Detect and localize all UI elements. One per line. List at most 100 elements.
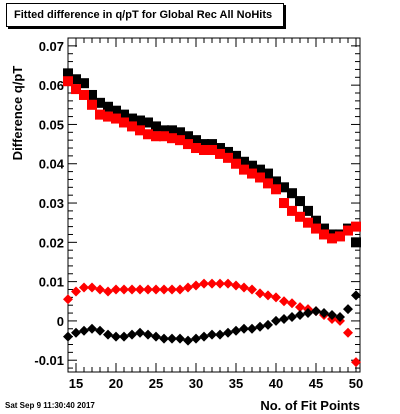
series-2: [63, 278, 361, 368]
data-point-diamond: [183, 335, 193, 346]
data-point-diamond: [63, 294, 73, 305]
data-point-square: [151, 121, 161, 132]
data-point-diamond: [119, 331, 129, 342]
data-point-square: [199, 139, 209, 150]
series-3: [63, 290, 361, 346]
data-point-square: [239, 164, 249, 175]
data-point-diamond: [255, 321, 265, 332]
data-point-diamond: [199, 278, 209, 289]
data-point-square: [127, 113, 137, 124]
data-point-diamond: [63, 331, 73, 342]
data-point-diamond: [127, 284, 137, 295]
data-point-square: [63, 68, 73, 79]
data-point-square: [311, 215, 321, 226]
data-point-square: [79, 78, 89, 89]
plot-frame: [67, 37, 361, 373]
x-tick-label: 30: [189, 376, 203, 391]
data-point-diamond: [151, 331, 161, 342]
data-point-square: [71, 84, 81, 95]
data-point-diamond: [295, 310, 305, 321]
data-point-square: [319, 229, 329, 240]
x-tick-label: 50: [349, 376, 363, 391]
data-point-diamond: [191, 280, 201, 291]
data-point-diamond: [79, 282, 89, 293]
y-tick-label: 0.04: [39, 157, 65, 172]
data-point-square: [135, 115, 145, 126]
data-point-diamond: [239, 323, 249, 334]
data-point-square: [303, 217, 313, 228]
data-point-square: [231, 158, 241, 169]
data-point-diamond: [319, 308, 329, 319]
data-point-square: [159, 125, 169, 136]
data-point-diamond: [215, 329, 225, 340]
data-point-diamond: [159, 284, 169, 295]
data-point-diamond: [247, 323, 257, 334]
data-point-diamond: [175, 284, 185, 295]
data-point-square: [87, 99, 97, 110]
data-point-square: [175, 127, 185, 138]
data-point-square: [295, 196, 305, 207]
x-tick-label: 45: [309, 376, 323, 391]
x-axis-label: No. of Fit Points: [260, 398, 360, 413]
data-point-diamond: [247, 284, 257, 295]
data-point-diamond: [79, 325, 89, 336]
data-point-square: [271, 184, 281, 195]
data-point-square: [239, 156, 249, 167]
data-point-square: [303, 205, 313, 216]
data-point-square: [135, 125, 145, 136]
x-tick-label: 25: [149, 376, 163, 391]
data-point-diamond: [255, 288, 265, 299]
data-point-square: [207, 144, 217, 155]
x-tick-label: 15: [69, 376, 83, 391]
data-point-diamond: [111, 331, 121, 342]
data-point-diamond: [103, 286, 113, 297]
data-point-square: [207, 139, 217, 150]
data-point-square: [119, 109, 129, 120]
data-point-square: [191, 143, 201, 154]
data-point-diamond: [271, 315, 281, 326]
x-tick-label: 35: [229, 376, 243, 391]
data-point-square: [183, 139, 193, 150]
data-point-diamond: [351, 357, 361, 368]
data-point-square: [351, 237, 361, 248]
data-point-diamond: [223, 327, 233, 338]
data-point-square: [79, 89, 89, 100]
data-point-diamond: [351, 290, 361, 301]
data-point-square: [175, 135, 185, 146]
data-point-square: [231, 150, 241, 161]
data-point-diamond: [231, 325, 241, 336]
data-point-square: [311, 223, 321, 234]
data-point-square: [287, 188, 297, 199]
data-point-square: [199, 144, 209, 155]
data-point-square: [327, 233, 337, 244]
chart-title: Fitted difference in q/pT for Global Rec…: [6, 3, 284, 27]
data-point-square: [111, 105, 121, 116]
data-point-square: [151, 131, 161, 142]
y-tick-label: 0.01: [39, 275, 64, 290]
data-point-square: [247, 168, 257, 179]
data-point-square: [343, 225, 353, 236]
data-point-diamond: [103, 329, 113, 340]
data-point-diamond: [263, 319, 273, 330]
data-point-square: [111, 113, 121, 124]
data-point-diamond: [343, 327, 353, 338]
data-point-diamond: [119, 284, 129, 295]
data-point-diamond: [279, 313, 289, 324]
y-tick-label: 0.06: [39, 78, 64, 93]
data-point-diamond: [287, 298, 297, 309]
data-point-square: [159, 131, 169, 142]
data-point-square: [263, 168, 273, 179]
data-point-square: [279, 198, 289, 209]
data-point-diamond: [231, 280, 241, 291]
data-point-square: [263, 178, 273, 189]
chart-axes: 15 20 25 30 35 40 45 50 -0.01 0 0.01 0.02 0.03 0.04 0.…: [34, 38, 363, 391]
data-point-square: [167, 125, 177, 136]
data-point-diamond: [335, 311, 345, 322]
data-point-diamond: [239, 282, 249, 293]
data-point-diamond: [175, 333, 185, 344]
data-point-diamond: [191, 333, 201, 344]
data-point-square: [143, 117, 153, 128]
data-point-square: [279, 182, 289, 193]
data-point-diamond: [143, 284, 153, 295]
